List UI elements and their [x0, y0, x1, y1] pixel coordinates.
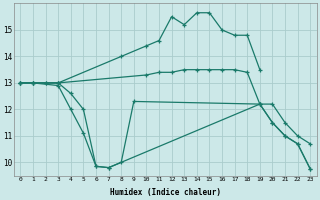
X-axis label: Humidex (Indice chaleur): Humidex (Indice chaleur): [110, 188, 221, 197]
